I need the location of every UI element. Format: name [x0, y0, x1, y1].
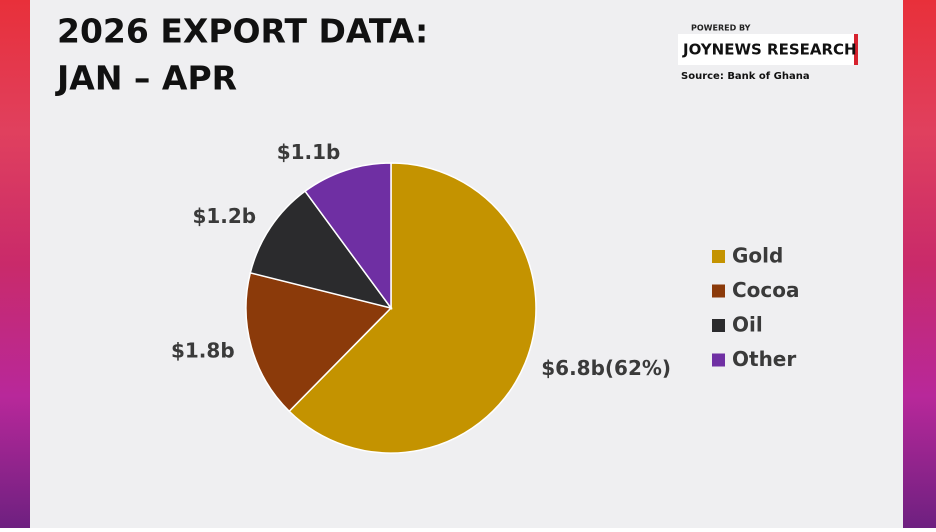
legend-label: Other [732, 347, 796, 371]
brand-box [678, 34, 858, 65]
value-label: $1.1b [277, 140, 341, 164]
pie-slice [249, 190, 393, 310]
legend-swatch [712, 250, 725, 263]
brand-accent [854, 34, 858, 65]
chart-title: JAN – APR [55, 59, 237, 98]
chart-title: 2026 EXPORT DATA: [57, 12, 428, 51]
powered-by: POWERED BY [691, 24, 751, 33]
pie-slice [245, 271, 393, 413]
pie-slice [304, 162, 392, 311]
value-label: $1.8b [171, 338, 235, 362]
legend-label: Oil [732, 313, 763, 337]
side-strip [903, 0, 936, 528]
pie-slice [288, 162, 537, 454]
value-label: $6.8b(62%) [541, 356, 671, 380]
legend-swatch [712, 319, 725, 332]
value-label: $1.2b [192, 204, 256, 228]
legend-swatch [712, 353, 725, 367]
legend-label: Gold [732, 244, 783, 268]
legend-swatch [712, 284, 725, 298]
brand: JOYNEWS RESEARCH [682, 41, 857, 59]
side-strip [0, 0, 30, 528]
source: Source: Bank of Ghana [681, 71, 810, 82]
legend-label: Cocoa [732, 278, 800, 302]
